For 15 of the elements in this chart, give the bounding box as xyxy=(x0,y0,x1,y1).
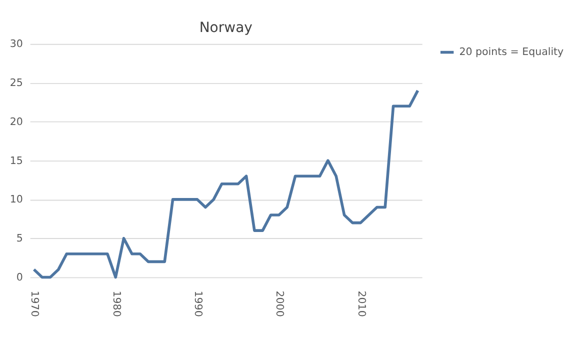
y-tick-label: 15 xyxy=(10,154,23,167)
y-tick-label: 0 xyxy=(16,272,23,284)
legend-label: 20 points = Equality xyxy=(459,46,564,58)
x-tick-label: 2010 xyxy=(355,290,368,317)
chart-title: Norway xyxy=(199,20,252,36)
x-tick-label: 2000 xyxy=(274,290,286,317)
y-tick-label: 30 xyxy=(10,38,23,50)
x-tick-label: 1990 xyxy=(192,290,204,317)
line-series xyxy=(32,89,420,279)
y-tick-label: 20 xyxy=(10,116,23,128)
x-tick-label: 1970 xyxy=(28,290,41,317)
y-tick-label: 10 xyxy=(10,194,23,206)
y-tick-label: 5 xyxy=(16,232,23,245)
x-tick-label: 1980 xyxy=(110,290,122,317)
y-tick-label: 25 xyxy=(10,77,23,90)
